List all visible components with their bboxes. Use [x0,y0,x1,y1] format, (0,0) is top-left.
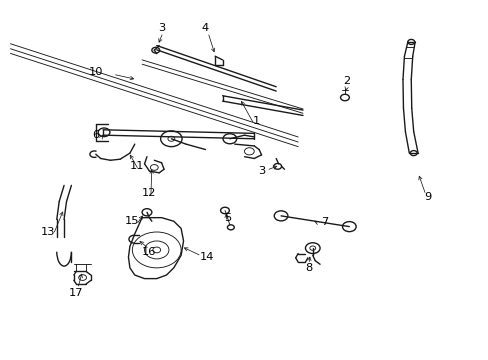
Text: 13: 13 [41,227,56,237]
Text: 15: 15 [125,216,139,226]
Text: 1: 1 [253,116,260,126]
Text: 12: 12 [142,188,156,198]
Text: 17: 17 [69,288,83,298]
Text: 3: 3 [158,23,165,33]
Text: 7: 7 [321,217,328,227]
Text: 3: 3 [257,166,264,176]
Text: 2: 2 [343,76,350,86]
Text: 4: 4 [202,23,209,33]
Text: 6: 6 [92,130,99,140]
Text: 5: 5 [224,213,231,222]
Text: 9: 9 [424,192,431,202]
Text: 16: 16 [142,247,156,257]
Text: 11: 11 [130,161,144,171]
Text: 8: 8 [305,263,312,273]
Text: 10: 10 [88,67,103,77]
Text: 14: 14 [199,252,213,262]
